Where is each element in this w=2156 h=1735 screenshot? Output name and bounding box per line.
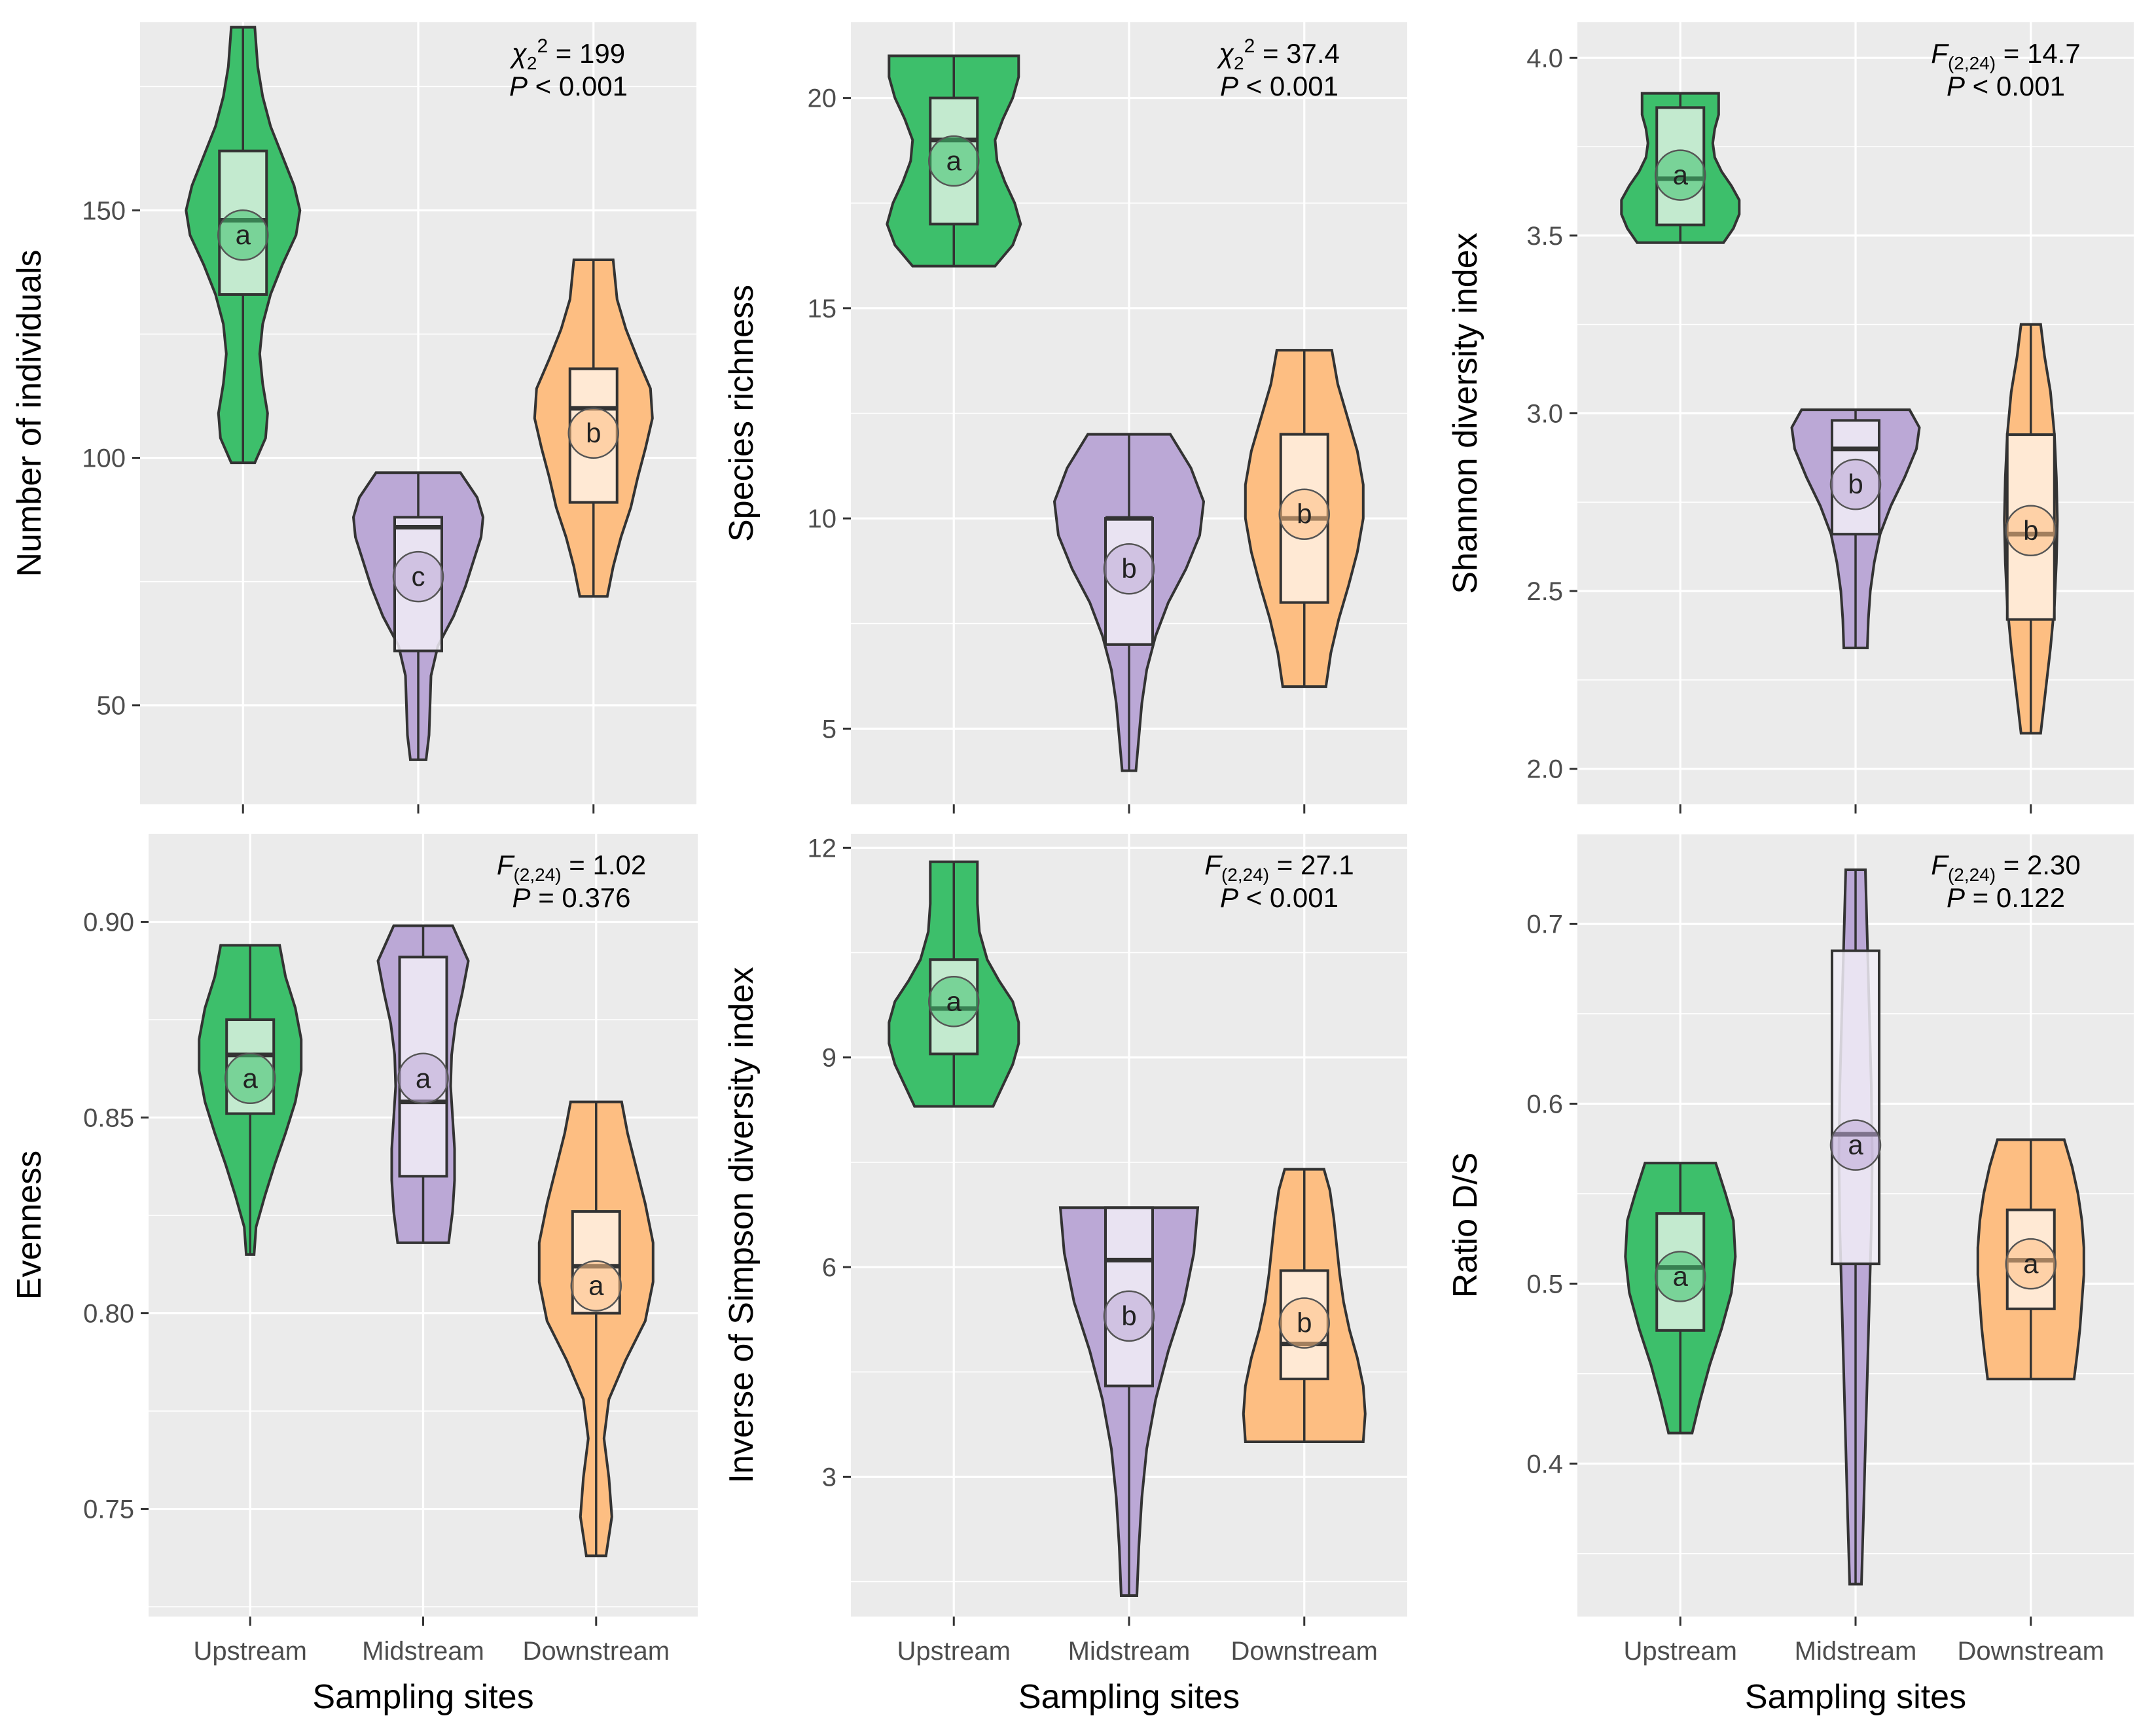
mean-point (1278, 1297, 1330, 1349)
y-tick-label: 3.5 (1526, 222, 1563, 251)
significance-letter: a (416, 1063, 431, 1094)
y-tick-label: 100 (82, 444, 126, 473)
x-tick-label: Downstream (1231, 1637, 1378, 1666)
box-midstream (1831, 949, 1880, 1266)
panel-3: 2.0 2.5 3.0 3.5 4.0 Shannon diversity index a b… (1446, 22, 2134, 814)
mean-point (1103, 1290, 1155, 1342)
test-statistic: F(2,24) = 14.7 (1931, 38, 2080, 73)
y-axis-title: Shannon diversity index (1446, 232, 1484, 594)
mean-point (1103, 543, 1155, 595)
y-tick-label: 3.0 (1526, 400, 1563, 429)
significance-letter: a (1848, 1130, 1863, 1160)
x-tick-label: Midstream (362, 1637, 484, 1666)
mean-point (1829, 458, 1882, 510)
y-tick-label: 0.80 (83, 1300, 134, 1329)
mean-point (570, 1260, 622, 1312)
significance-letter: a (1673, 1261, 1689, 1291)
p-value: P = 0.122 (1947, 882, 2065, 913)
mean-point (1655, 1251, 1706, 1302)
y-tick-label: 9 (822, 1044, 836, 1073)
panel-5: 3 6 9 12 Upstream Midstream Downstream Inverse … (723, 834, 1407, 1716)
panel-2: 5 10 15 20 Species richness a b b χ22 = 37.4P < … (723, 22, 1407, 814)
significance-letter: a (588, 1270, 604, 1301)
mean-point (1655, 149, 1706, 201)
significance-letter: a (236, 219, 251, 250)
test-statistic: χ22 = 199 (509, 35, 625, 73)
mean-point (2005, 505, 2057, 556)
y-tick-label: 0.4 (1526, 1450, 1563, 1478)
significance-letter: b (1297, 1308, 1312, 1338)
significance-letter: a (946, 986, 962, 1016)
test-statistic: F(2,24) = 1.02 (497, 850, 646, 885)
p-value: P < 0.001 (1220, 882, 1339, 913)
x-axis-title: Sampling sites (1745, 1678, 1966, 1716)
test-statistic: F(2,24) = 27.1 (1204, 850, 1354, 885)
panel-6: 0.4 0.5 0.6 0.7 Upstream Midstream Downstream R… (1446, 833, 2134, 1716)
x-tick-label: Downstream (1957, 1637, 2104, 1666)
mean-point (217, 209, 269, 261)
y-tick-label: 4.0 (1526, 44, 1563, 73)
y-tick-label: 6 (822, 1253, 836, 1282)
y-tick-label: 2.0 (1526, 755, 1563, 784)
x-tick-label: Midstream (1795, 1637, 1917, 1666)
mean-point (392, 550, 444, 603)
test-statistic: F(2,24) = 2.30 (1931, 850, 2080, 885)
mean-point (397, 1052, 449, 1104)
significance-letter: b (1297, 499, 1312, 529)
y-tick-label: 50 (97, 692, 126, 721)
y-tick-label: 0.75 (83, 1495, 134, 1524)
panel-4: 0.75 0.80 0.85 0.90 Upstream Midstream Downstr… (10, 834, 698, 1716)
y-axis-title: Inverse of Simpson diversity index (723, 967, 761, 1483)
mean-point (928, 135, 980, 187)
y-tick-label: 2.5 (1526, 577, 1563, 606)
significance-letter: b (2023, 515, 2038, 546)
y-axis-title: Ratio D/S (1446, 1153, 1484, 1298)
significance-letter: b (1121, 553, 1136, 584)
y-axis-title: Evenness (10, 1151, 48, 1300)
p-value: P = 0.376 (512, 882, 631, 913)
y-tick-label: 0.5 (1526, 1270, 1563, 1298)
y-tick-label: 3 (822, 1463, 836, 1492)
significance-letter: a (946, 145, 962, 176)
mean-point (1829, 1119, 1882, 1171)
y-axis-title: Species richness (723, 285, 761, 542)
test-statistic: χ22 = 37.4 (1216, 35, 1340, 73)
y-tick-label: 0.6 (1526, 1090, 1563, 1118)
p-value: P < 0.001 (509, 71, 628, 101)
y-tick-label: 0.85 (83, 1104, 134, 1133)
x-axis-title: Sampling sites (312, 1678, 533, 1716)
mean-point (1278, 488, 1330, 540)
y-tick-label: 12 (808, 834, 837, 863)
mean-point (928, 976, 980, 1028)
significance-letter: b (1121, 1300, 1136, 1331)
y-axis-title: Number of individuals (10, 249, 48, 577)
x-tick-label: Midstream (1068, 1637, 1191, 1666)
significance-letter: b (586, 418, 601, 448)
significance-letter: b (1848, 469, 1863, 499)
x-axis-title: Sampling sites (1018, 1678, 1240, 1716)
significance-letter: a (243, 1063, 259, 1094)
x-tick-label: Upstream (1624, 1637, 1737, 1666)
y-tick-label: 20 (808, 84, 837, 113)
p-value: P < 0.001 (1220, 71, 1339, 101)
y-tick-label: 15 (808, 295, 837, 323)
y-tick-label: 0.7 (1526, 910, 1563, 939)
mean-point (567, 407, 619, 459)
p-value: P < 0.001 (1947, 71, 2065, 101)
significance-letter: a (2023, 1248, 2039, 1279)
panel-1: 50 100 150 Number of individuals a c b χ22 = 19… (10, 22, 696, 814)
y-tick-label: 5 (822, 715, 836, 743)
y-tick-label: 10 (808, 505, 837, 533)
mean-point (224, 1052, 276, 1104)
x-tick-label: Upstream (194, 1637, 307, 1666)
y-tick-label: 150 (82, 196, 126, 225)
significance-letter: c (412, 561, 425, 592)
y-tick-label: 0.90 (83, 908, 134, 937)
x-tick-label: Downstream (523, 1637, 670, 1666)
x-tick-label: Upstream (897, 1637, 1011, 1666)
significance-letter: a (1673, 160, 1689, 190)
mean-point (2005, 1238, 2057, 1290)
